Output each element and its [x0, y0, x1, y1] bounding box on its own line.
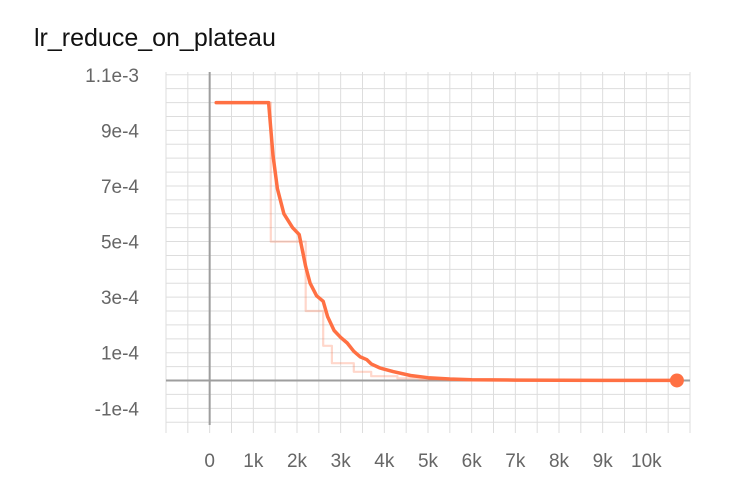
x-tick-label: 8k	[549, 451, 570, 472]
x-tick-label: 10k	[631, 451, 662, 472]
y-tick-label: 1.1e-3	[85, 66, 139, 87]
x-tick-label: 5k	[418, 451, 439, 472]
y-tick-label: 9e-4	[101, 121, 139, 142]
x-tick-label: 0	[204, 451, 215, 472]
last-point-marker	[669, 373, 684, 388]
x-tick-label: 2k	[287, 451, 308, 472]
x-tick-label: 7k	[505, 451, 526, 472]
x-tick-label: 9k	[593, 451, 614, 472]
smoothed-series-line	[214, 100, 679, 383]
y-tick-label: 5e-4	[101, 233, 139, 254]
x-tick-label: 4k	[374, 451, 395, 472]
y-tick-label: 3e-4	[101, 288, 139, 309]
y-tick-label: 1e-4	[101, 344, 139, 365]
y-tick-label: -1e-4	[95, 399, 140, 420]
chart-title: lr_reduce_on_plateau	[34, 24, 276, 52]
x-tick-label: 1k	[243, 451, 264, 472]
x-tick-label: 3k	[331, 451, 352, 472]
y-tick-label: 7e-4	[101, 177, 139, 198]
x-tick-label: 6k	[462, 451, 483, 472]
